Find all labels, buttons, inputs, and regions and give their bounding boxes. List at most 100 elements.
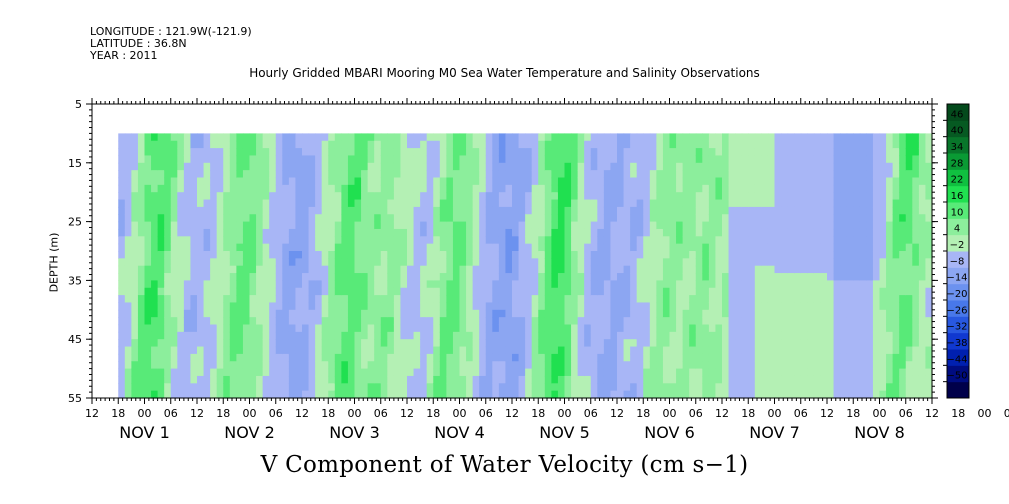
heatmap-cell — [249, 287, 257, 296]
heatmap-cell — [617, 368, 625, 377]
heatmap-cell — [735, 331, 743, 340]
x-tick-label: 00 — [348, 407, 362, 420]
heatmap-cell — [662, 133, 671, 142]
heatmap-cell — [164, 302, 172, 311]
heatmap-cell — [551, 148, 559, 157]
heatmap-cell — [807, 251, 815, 259]
heatmap-cell — [177, 361, 185, 370]
heatmap-cell — [544, 317, 552, 326]
heatmap-cell — [446, 265, 454, 274]
heatmap-cell — [137, 317, 146, 326]
heatmap-cell — [197, 302, 205, 311]
heatmap-cell — [361, 361, 369, 370]
heatmap-cell — [426, 273, 434, 281]
heatmap-cell — [905, 214, 913, 223]
heatmap-cell — [669, 243, 677, 252]
heatmap-cell — [203, 302, 211, 311]
heatmap-cell — [557, 221, 566, 230]
heatmap-cell — [433, 265, 441, 274]
heatmap-cell — [610, 280, 618, 289]
heatmap-cell — [177, 375, 185, 384]
heatmap-cell — [452, 353, 461, 362]
heatmap-cell — [380, 346, 388, 355]
heatmap-cell — [866, 265, 874, 274]
heatmap-cell — [229, 317, 237, 326]
heatmap-cell — [846, 287, 854, 296]
heatmap-cell — [498, 339, 507, 348]
heatmap-cell — [275, 346, 283, 355]
heatmap-cell — [761, 346, 769, 355]
heatmap-cell — [525, 251, 533, 259]
heatmap-cell — [702, 331, 710, 340]
heatmap-cell — [820, 361, 828, 370]
heatmap-cell — [538, 361, 546, 370]
heatmap-cell — [387, 317, 395, 326]
heatmap-cell — [269, 140, 277, 149]
heatmap-cell — [800, 170, 808, 179]
heatmap-cell — [840, 295, 848, 304]
heatmap-cell — [361, 265, 369, 274]
heatmap-cell — [518, 390, 526, 399]
heatmap-cell — [315, 177, 323, 186]
year-label: YEAR : 2011 — [90, 49, 158, 62]
heatmap-cell — [899, 258, 907, 267]
heatmap-cell — [308, 390, 316, 399]
heatmap-cell — [912, 258, 920, 267]
heatmap-cell — [538, 177, 546, 186]
heatmap-cell — [610, 295, 618, 304]
heatmap-cell — [899, 199, 907, 208]
heatmap-cell — [269, 206, 277, 215]
heatmap-cell — [197, 133, 205, 142]
heatmap-cell — [380, 309, 388, 318]
heatmap-cell — [479, 390, 487, 399]
heatmap-cell — [242, 184, 251, 193]
heatmap-cell — [124, 206, 132, 215]
heatmap-cell — [564, 309, 572, 318]
heatmap-cell — [610, 148, 618, 157]
heatmap-cell — [676, 192, 684, 201]
heatmap-cell — [702, 140, 710, 149]
heatmap-cell — [498, 177, 507, 186]
heatmap-cell — [341, 184, 349, 193]
heatmap-cell — [800, 383, 808, 392]
heatmap-cell — [702, 346, 710, 355]
heatmap-cell — [800, 148, 808, 157]
heatmap-cell — [157, 390, 165, 399]
heatmap-cell — [518, 251, 526, 259]
heatmap-cell — [302, 317, 310, 326]
heatmap-cell — [433, 184, 441, 193]
heatmap-cell — [886, 140, 894, 149]
heatmap-cell — [124, 184, 132, 193]
heatmap-cell — [164, 170, 172, 179]
heatmap-cell — [420, 236, 428, 245]
heatmap-cell — [433, 258, 441, 267]
heatmap-cell — [426, 265, 434, 274]
heatmap-cell — [183, 155, 192, 164]
heatmap-cell — [288, 177, 297, 186]
heatmap-cell — [420, 162, 428, 171]
heatmap-cell — [439, 324, 447, 333]
heatmap-cell — [413, 214, 421, 223]
heatmap-cell — [452, 140, 461, 149]
heatmap-cell — [295, 170, 303, 179]
heatmap-cell — [748, 368, 756, 377]
heatmap-cell — [275, 221, 283, 230]
heatmap-cell — [164, 361, 172, 370]
heatmap-cell — [190, 273, 198, 281]
heatmap-cell — [643, 155, 651, 164]
heatmap-cell — [597, 184, 605, 193]
heatmap-cell — [781, 148, 789, 157]
heatmap-cell — [531, 133, 539, 142]
heatmap-cell — [735, 228, 743, 237]
heatmap-cell — [420, 273, 428, 281]
heatmap-cell — [899, 243, 907, 252]
heatmap-cell — [807, 273, 815, 281]
heatmap-cell — [544, 353, 552, 362]
heatmap-cell — [735, 206, 743, 215]
heatmap-cell — [774, 148, 782, 157]
heatmap-cell — [144, 199, 152, 208]
heatmap-cell — [905, 324, 913, 333]
heatmap-cell — [630, 133, 638, 142]
heatmap-cell — [761, 236, 769, 245]
heatmap-cell — [767, 162, 776, 171]
